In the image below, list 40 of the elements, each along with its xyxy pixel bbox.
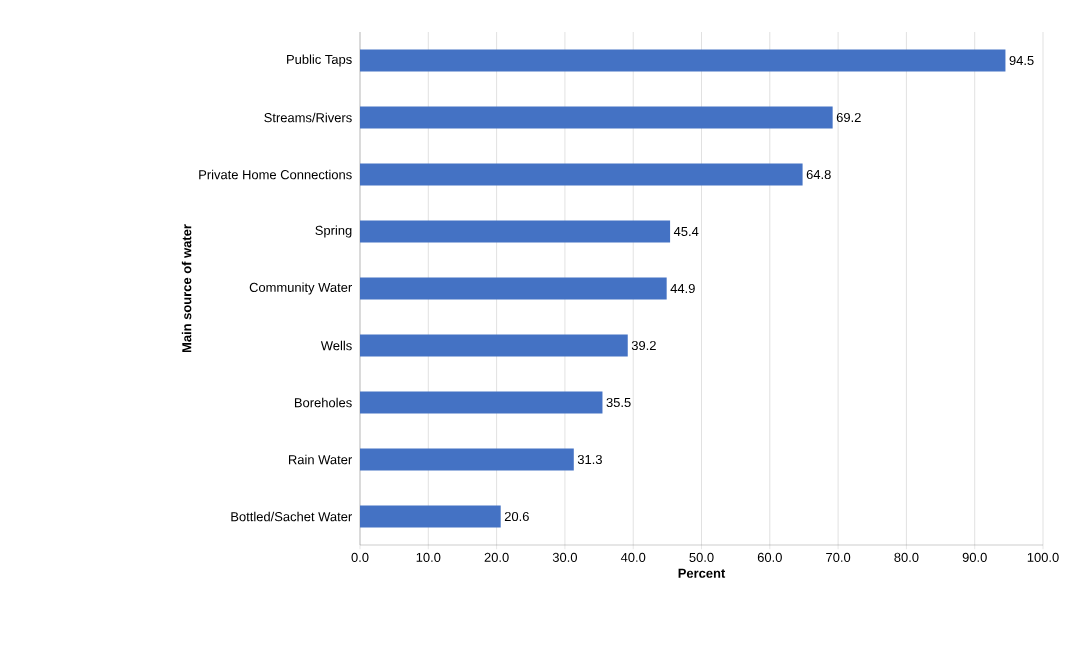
bar [360, 505, 501, 528]
y-tick-label: Boreholes [294, 397, 352, 408]
y-tick-label: Streams/Rivers [264, 112, 352, 123]
data-label: 45.4 [673, 226, 699, 237]
x-tick-label: 100.0 [1027, 552, 1059, 562]
bar [360, 391, 603, 414]
data-label: 35.5 [606, 397, 631, 408]
data-label: 44.9 [670, 283, 695, 294]
y-tick-label: Private Home Connections [199, 169, 352, 180]
y-tick-label: Rain Water [289, 454, 353, 465]
bar [360, 163, 803, 186]
bar [360, 277, 667, 300]
y-tick-label: Wells [320, 340, 352, 351]
y-tick-label: Bottled/Sachet Water [231, 511, 353, 522]
x-tick-label: 60.0 [757, 552, 782, 562]
x-tick-label: 80.0 [894, 552, 919, 562]
x-tick-label: 90.0 [962, 552, 987, 562]
x-tick-label: 0.0 [351, 552, 369, 562]
x-tick-label: 70.0 [826, 552, 851, 562]
data-label: 20.6 [504, 511, 529, 522]
bar [360, 220, 671, 243]
bar [360, 106, 833, 129]
y-tick-label: Public Taps [287, 54, 352, 67]
x-tick-label: 20.0 [484, 552, 509, 562]
data-label: 31.3 [577, 454, 602, 465]
bar [360, 448, 574, 471]
x-axis-title: Percent [678, 568, 726, 578]
y-tick-label: Community Water [249, 282, 353, 295]
y-tick-label: Spring [315, 225, 352, 238]
bar [360, 334, 628, 357]
data-label: 64.8 [806, 169, 831, 180]
data-label: 94.5 [1009, 55, 1034, 66]
x-tick-label: 30.0 [552, 552, 578, 562]
data-label: 39.2 [631, 340, 656, 351]
x-tick-label: 50.0 [689, 552, 714, 562]
y-axis-title: Main source of water [181, 224, 192, 353]
x-tick-label: 10.0 [416, 552, 441, 562]
x-tick-label: 40.0 [620, 552, 646, 562]
data-label: 69.2 [836, 112, 861, 123]
bar [360, 49, 1006, 72]
